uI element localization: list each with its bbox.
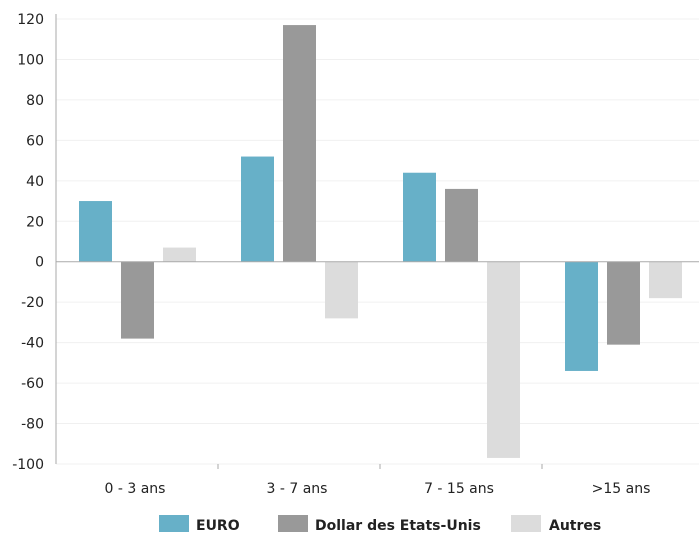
x-axis-labels: 0 - 3 ans 3 - 7 ans 7 - 15 ans >15 ans (105, 481, 651, 497)
x-category-label: 3 - 7 ans (267, 481, 328, 497)
x-category-label: 7 - 15 ans (424, 481, 494, 497)
bar (607, 261, 640, 345)
y-axis-labels: 120 100 80 60 40 20 0 -20 -40 -60 -80 -100 (12, 12, 44, 473)
x-category-label: 0 - 3 ans (105, 481, 166, 497)
y-tick-label: 0 (35, 255, 44, 271)
legend-label: Autres (549, 518, 601, 533)
bar (163, 247, 196, 262)
bar (445, 188, 478, 262)
y-tick-label: -60 (21, 376, 44, 392)
legend-label: Dollar des Etats-Unis (315, 518, 481, 533)
x-category-label: >15 ans (592, 481, 651, 497)
bar (283, 25, 316, 262)
y-tick-label: -80 (21, 417, 44, 433)
bar (403, 172, 436, 262)
y-tick-label: -20 (21, 295, 44, 311)
bar (79, 201, 112, 262)
legend-label: EURO (196, 518, 240, 533)
bar (565, 261, 598, 371)
y-tick-label: 60 (26, 133, 44, 149)
bars (79, 25, 682, 458)
y-tick-label: 20 (26, 214, 44, 230)
bar (487, 261, 520, 458)
legend-swatch (159, 515, 189, 532)
bar (241, 156, 274, 262)
bar (325, 261, 358, 319)
y-tick-label: 100 (17, 52, 44, 68)
legend: EURO Dollar des Etats-Unis Autres (159, 515, 601, 533)
y-tick-label: 40 (26, 174, 44, 190)
y-tick-label: 80 (26, 93, 44, 109)
axes (55, 14, 699, 469)
bar (649, 261, 682, 299)
legend-swatch (511, 515, 541, 532)
y-tick-label: -100 (12, 457, 44, 473)
grid-lines (56, 18, 699, 465)
y-tick-label: -40 (21, 336, 44, 352)
bar (121, 261, 154, 339)
y-tick-label: 120 (17, 12, 44, 28)
legend-swatch (278, 515, 308, 532)
